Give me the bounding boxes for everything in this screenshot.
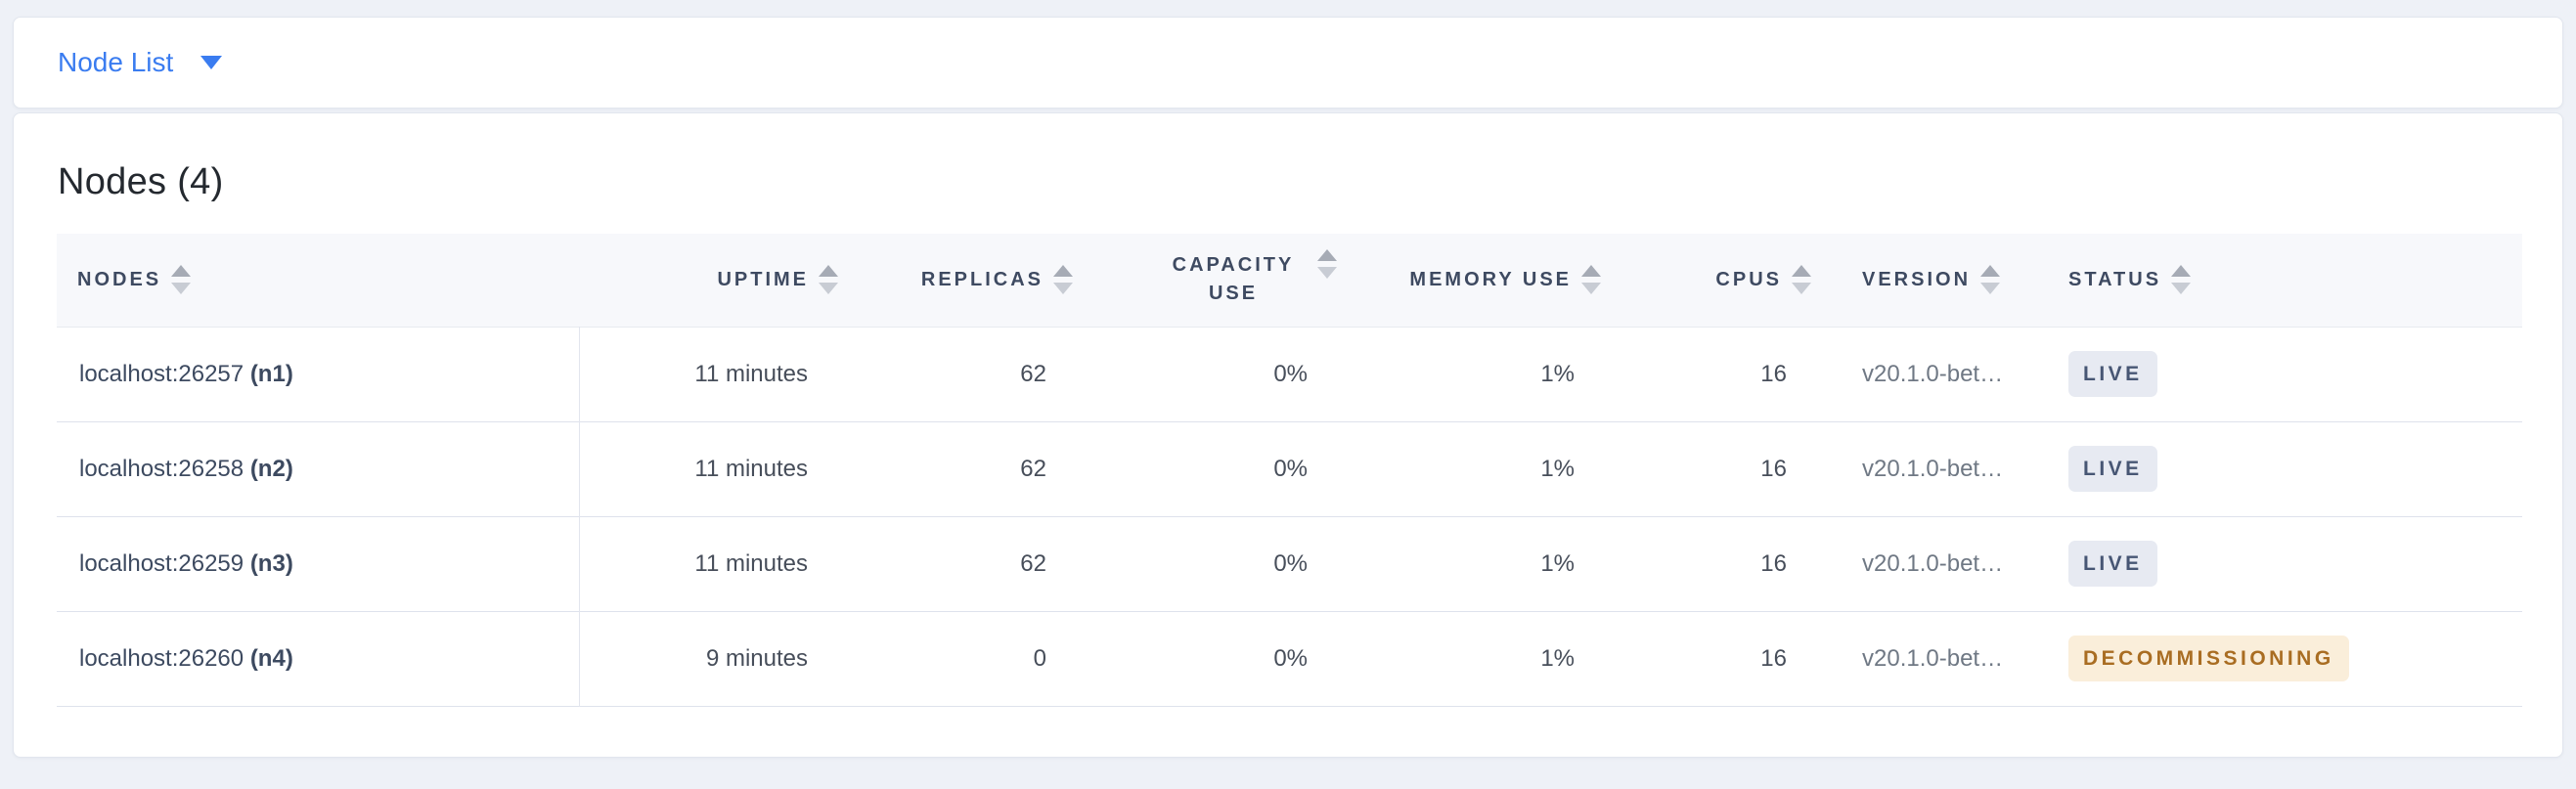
cell-cpus: 16 [1760, 549, 1787, 577]
table-header-row: NODES UPTIME REPLICAS CAPACITY USE MEMOR… [57, 233, 2522, 328]
node-row[interactable]: localhost:26259 (n3) 11 minutes 62 0% 1% 16 v2… [57, 516, 2522, 612]
node-row[interactable]: localhost:26260 (n4) 9 minutes 0 0% 1% 16 v20.… [57, 611, 2522, 707]
sort-icon [1053, 265, 1073, 295]
node-address: localhost:26259 [79, 549, 244, 577]
node-id: (n1) [249, 360, 293, 387]
status-badge: LIVE [2068, 446, 2157, 493]
cell-cpus: 16 [1760, 360, 1787, 387]
view-mode-dropdown[interactable]: Node List [58, 47, 223, 78]
status-badge: DECOMMISSIONING [2068, 636, 2349, 682]
node-address: localhost:26257 [79, 360, 244, 387]
caret-down-icon [200, 56, 223, 69]
sort-icon [1980, 265, 2001, 295]
cell-replicas: 62 [1020, 360, 1046, 387]
column-header-status[interactable]: STATUS [2045, 233, 2522, 328]
cell-status: LIVE [2045, 421, 2522, 516]
cell-uptime: 9 minutes [705, 644, 808, 672]
cell-version: v20.1.0-bet… [1862, 644, 2004, 672]
cell-status: DECOMMISSIONING [2045, 611, 2522, 706]
cell-node-address: localhost:26260 (n4) [57, 611, 580, 707]
cell-version: v20.1.0-bet… [1862, 455, 2004, 482]
cell-capacity-use: 0% [1273, 644, 1308, 672]
cell-replicas: 62 [1020, 549, 1046, 577]
cell-status: LIVE [2045, 327, 2522, 421]
column-header-version[interactable]: VERSION [1820, 233, 2045, 328]
cell-uptime: 11 minutes [694, 455, 808, 482]
cell-cpus: 16 [1760, 455, 1787, 482]
cell-uptime: 11 minutes [694, 549, 808, 577]
sort-icon [1792, 265, 1811, 295]
cell-cpus: 16 [1760, 644, 1787, 672]
node-row[interactable]: localhost:26258 (n2) 11 minutes 62 0% 1% 16 v2… [57, 421, 2522, 517]
column-header-replicas[interactable]: REPLICAS [847, 233, 1082, 328]
cell-memory-use: 1% [1540, 549, 1575, 577]
status-badge: LIVE [2068, 541, 2157, 588]
cell-capacity-use: 0% [1273, 360, 1308, 387]
cell-replicas: 62 [1020, 455, 1046, 482]
column-header-capacity-use[interactable]: CAPACITY USE [1082, 233, 1346, 328]
cell-version: v20.1.0-bet… [1862, 360, 2004, 387]
column-header-memory-use[interactable]: MEMORY USE [1346, 233, 1610, 328]
column-header-uptime[interactable]: UPTIME [579, 233, 847, 328]
sort-icon [2171, 265, 2192, 295]
cell-memory-use: 1% [1540, 644, 1575, 672]
node-row[interactable]: localhost:26257 (n1) 11 minutes 62 0% 1% 16 v2… [57, 327, 2522, 422]
sort-icon [1317, 248, 1337, 279]
sort-icon [171, 265, 192, 295]
node-id: (n2) [249, 455, 293, 482]
cell-memory-use: 1% [1540, 455, 1575, 482]
nodes-panel: Nodes (4) NODES UPTIME REPLICAS CAPACITY… [13, 112, 2563, 758]
cell-node-address: localhost:26259 (n3) [57, 516, 580, 612]
sort-icon [1581, 265, 1601, 295]
cell-uptime: 11 minutes [694, 360, 808, 387]
sort-icon [819, 265, 838, 295]
cell-status: LIVE [2045, 516, 2522, 611]
cell-node-address: localhost:26257 (n1) [57, 327, 580, 422]
page-title: Nodes (4) [58, 161, 224, 202]
nodes-table: NODES UPTIME REPLICAS CAPACITY USE MEMOR… [57, 233, 2522, 707]
cell-node-address: localhost:26258 (n2) [57, 421, 580, 517]
node-address: localhost:26260 [79, 644, 244, 672]
cell-memory-use: 1% [1540, 360, 1575, 387]
node-id: (n3) [249, 549, 293, 577]
cell-capacity-use: 0% [1273, 549, 1308, 577]
status-badge: LIVE [2068, 351, 2157, 398]
cell-version: v20.1.0-bet… [1862, 549, 2004, 577]
node-id: (n4) [249, 644, 293, 672]
cell-capacity-use: 0% [1273, 455, 1308, 482]
view-mode-label: Node List [58, 47, 174, 77]
node-address: localhost:26258 [79, 455, 244, 482]
column-header-nodes[interactable]: NODES [57, 233, 579, 328]
cell-replicas: 0 [1033, 644, 1046, 672]
view-selector-bar: Node List [13, 17, 2563, 109]
column-header-cpus[interactable]: CPUS [1610, 233, 1820, 328]
